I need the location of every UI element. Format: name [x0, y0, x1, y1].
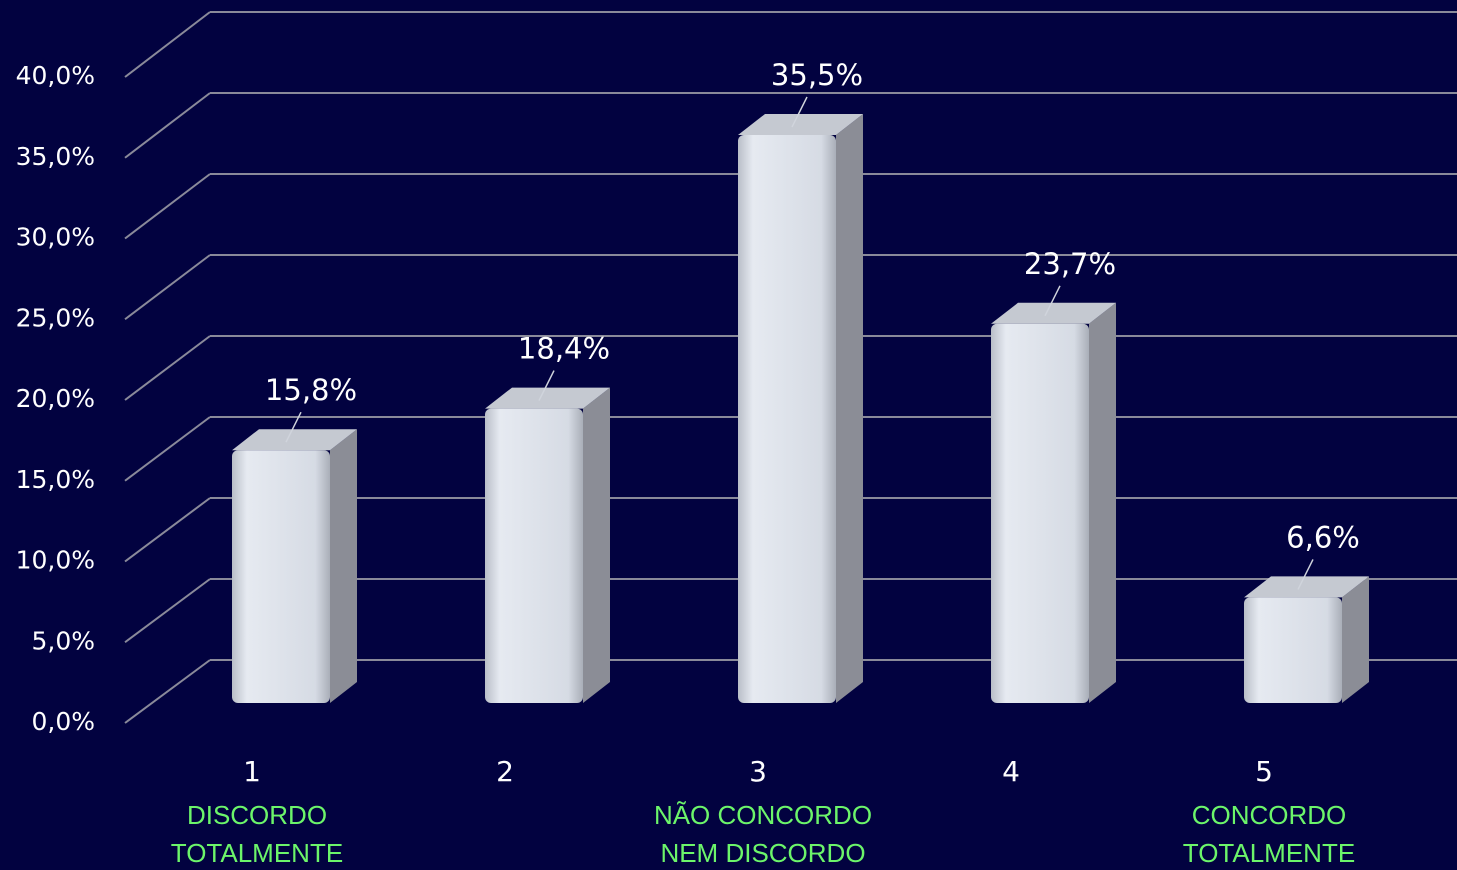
y-tick-label: 15,0%: [16, 465, 95, 494]
x-tick-label: 5: [1255, 755, 1273, 788]
leader-line: [791, 96, 808, 128]
category-note: CONCORDO: [1192, 800, 1347, 830]
x-tick-label: 4: [1002, 755, 1020, 788]
y-tick-label: 35,0%: [16, 142, 95, 171]
grid-line: [124, 497, 211, 563]
y-tick-label: 10,0%: [16, 546, 95, 575]
bar-top: [991, 302, 1116, 324]
y-tick-label: 5,0%: [31, 626, 95, 655]
grid-line: [124, 416, 211, 482]
value-label: 23,7%: [1024, 247, 1116, 281]
bar-side: [836, 114, 863, 703]
value-label: 6,6%: [1286, 520, 1360, 554]
leader-line: [285, 411, 302, 443]
category-note: DISCORDO: [187, 800, 327, 830]
y-tick-label: 0,0%: [31, 707, 95, 736]
bar: [232, 450, 330, 703]
x-tick-label: 3: [749, 755, 767, 788]
bar: [485, 408, 583, 703]
bar-side: [1342, 576, 1369, 703]
grid-line: [124, 578, 211, 644]
bar-top: [232, 429, 357, 451]
value-label: 18,4%: [518, 332, 610, 366]
x-tick-label: 2: [496, 755, 514, 788]
grid-line: [124, 92, 211, 159]
bar-top: [485, 387, 610, 409]
y-tick-label: 20,0%: [16, 384, 95, 413]
bar-side: [583, 387, 610, 703]
bar-side: [1089, 302, 1116, 703]
bar: [738, 135, 836, 703]
bar-top: [738, 114, 863, 135]
grid-line: [124, 173, 211, 240]
bar: [991, 323, 1089, 703]
bar: [1244, 597, 1342, 703]
grid-line: [124, 11, 211, 78]
grid-line: [124, 335, 211, 401]
y-tick-label: 25,0%: [16, 303, 95, 332]
category-note: NÃO CONCORDO: [654, 800, 872, 830]
bar-side: [330, 429, 357, 703]
category-note: NEM DISCORDO: [660, 838, 865, 868]
grid-line: [124, 254, 211, 321]
value-label: 15,8%: [265, 373, 357, 407]
y-tick-label: 40,0%: [16, 61, 95, 90]
x-tick-label: 1: [243, 755, 261, 788]
leader-line: [538, 370, 555, 401]
category-note: TOTALMENTE: [1183, 838, 1355, 868]
category-note: TOTALMENTE: [171, 838, 343, 868]
bar-top: [1244, 576, 1369, 598]
leader-line: [1297, 559, 1314, 590]
y-tick-label: 30,0%: [16, 223, 95, 252]
leader-line: [1044, 285, 1061, 317]
grid-line: [124, 659, 211, 724]
value-label: 35,5%: [771, 58, 863, 92]
